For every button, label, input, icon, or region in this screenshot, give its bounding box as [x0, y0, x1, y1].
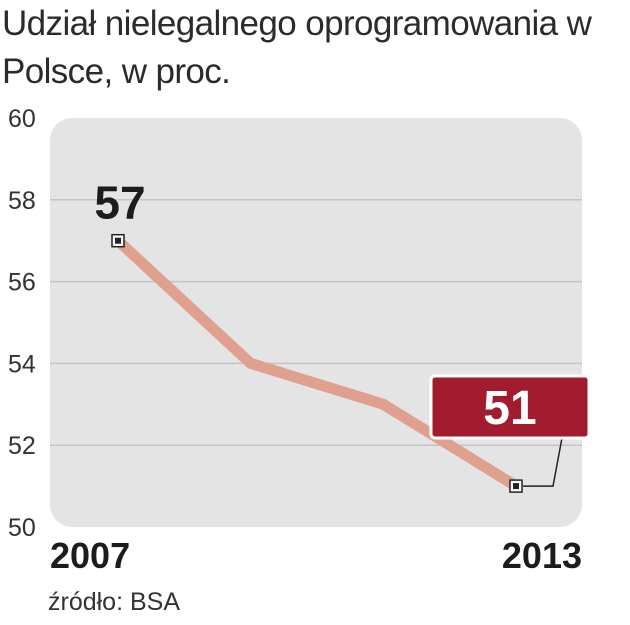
y-tick-label: 60: [8, 105, 36, 133]
first-value-label: 57: [94, 177, 145, 229]
data-point-marker-dot: [115, 237, 121, 244]
data-markers: [111, 233, 523, 493]
last-value-label: 51: [483, 382, 536, 435]
callout-leader-line: [523, 437, 563, 487]
y-tick-label: 52: [8, 432, 36, 460]
y-tick-label: 56: [8, 269, 36, 297]
x-axis-label-end: 2013: [502, 535, 582, 576]
y-axis-ticks: 60 58 56 54 52 50: [8, 105, 36, 542]
data-point-marker-dot: [513, 483, 519, 490]
series-line: [114, 236, 519, 491]
y-tick-label: 50: [8, 514, 36, 542]
y-tick-label: 58: [8, 187, 36, 215]
y-tick-label: 54: [8, 350, 36, 378]
last-value-callout-box: [429, 374, 591, 440]
grid-lines: [50, 199, 582, 446]
x-axis-label-start: 2007: [50, 535, 130, 576]
source-note: źródło: BSA: [48, 588, 181, 616]
chart-title: Udział nielegalnego oprogramowania w Pol…: [2, 4, 592, 91]
